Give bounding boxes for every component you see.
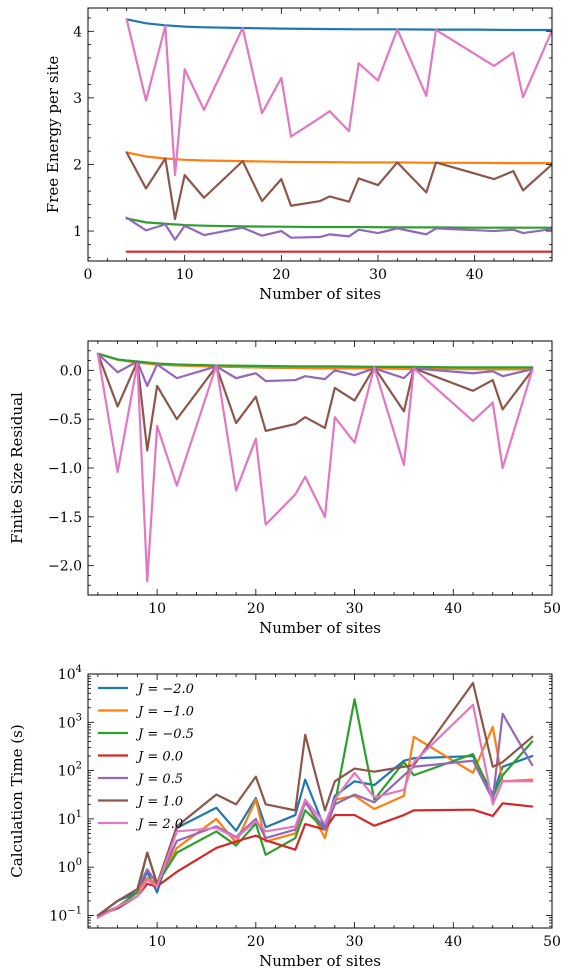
series-line-7 <box>125 18 552 177</box>
series-line-5 <box>125 216 552 241</box>
x-axis-label: Number of sites <box>259 952 381 970</box>
x-axis-label: Number of sites <box>259 285 381 303</box>
x-tick-label: 40 <box>444 934 462 950</box>
legend-entry: J = 0.0 <box>135 750 183 765</box>
x-tick-label: 10 <box>148 601 166 617</box>
x-tick-label: 40 <box>466 267 484 283</box>
y-axis-label: Calculation Time (s) <box>8 724 26 877</box>
x-tick-label: 10 <box>176 267 194 283</box>
y-tick-label: 10−1 <box>49 905 82 924</box>
series-line-1 <box>125 18 552 32</box>
y-tick-label: 0.0 <box>60 363 82 379</box>
series-line-4 <box>96 802 534 917</box>
x-tick-label: 40 <box>444 601 462 617</box>
series-line-5 <box>96 352 534 452</box>
y-axis-label: Free Energy per site <box>44 56 62 214</box>
legend-entry: J = −0.5 <box>135 727 194 742</box>
legend-entry: J = −1.0 <box>135 705 194 720</box>
legend-entry: J = −2.0 <box>135 682 194 697</box>
legend-entry: J = 2.0 <box>135 817 183 832</box>
x-tick-label: 30 <box>346 601 364 617</box>
y-tick-label: −0.5 <box>48 412 82 428</box>
y-tick-label: 2 <box>73 157 82 173</box>
series-line-6 <box>96 681 534 917</box>
x-tick-label: 20 <box>247 601 265 617</box>
series-line-5 <box>96 712 534 917</box>
chart-panel-1: 0 10 20 30 40 1 2 3 4 Number of sites Free Energy … <box>44 7 553 303</box>
y-tick-label: −1.0 <box>48 461 82 477</box>
legend-entry: J = 0.5 <box>135 772 183 787</box>
y-tick-label: 1 <box>73 224 82 240</box>
x-axis-label: Number of sites <box>259 619 381 637</box>
x-tick-label: 30 <box>369 267 387 283</box>
y-tick-label: 4 <box>73 24 82 40</box>
x-tick-label: 30 <box>346 934 364 950</box>
plot-frame <box>87 673 553 929</box>
y-axis-label: Finite Size Residual <box>8 392 26 544</box>
chart-panel-2: 10 20 30 40 50 0.0 −0.5 −1.0 −1.5 −2.0 Number of s… <box>8 340 561 637</box>
chart-panel-3: 10 20 30 40 50 10−1 100 101 102 103 104 Number of s… <box>8 664 561 970</box>
y-tick-label: 101 <box>58 809 82 828</box>
legend-entry: J = 1.0 <box>135 795 183 810</box>
series-line-4 <box>96 352 534 388</box>
x-tick-label: 0 <box>84 267 93 283</box>
y-tick-label: −2.0 <box>48 559 82 575</box>
x-tick-label: 20 <box>272 267 290 283</box>
series-line-7 <box>96 703 534 919</box>
series-line-6 <box>125 151 552 221</box>
y-tick-label: 102 <box>58 761 82 780</box>
x-tick-label: 50 <box>543 934 561 950</box>
y-tick-label: 3 <box>73 91 82 107</box>
series-line-3 <box>125 217 552 229</box>
y-tick-label: 100 <box>58 857 82 876</box>
series-line-3 <box>96 352 534 369</box>
x-tick-label: 50 <box>543 601 561 617</box>
series-line-6 <box>96 352 534 583</box>
y-tick-label: 103 <box>58 712 82 731</box>
y-tick-label: −1.5 <box>48 510 82 526</box>
y-tick-label: 104 <box>58 664 82 683</box>
x-tick-label: 10 <box>148 934 166 950</box>
series-line-2 <box>125 151 552 165</box>
legend: J = −2.0 J = −1.0 J = −0.5 J = 0.0 J = 0.5 J … <box>98 682 194 832</box>
x-tick-label: 20 <box>247 934 265 950</box>
